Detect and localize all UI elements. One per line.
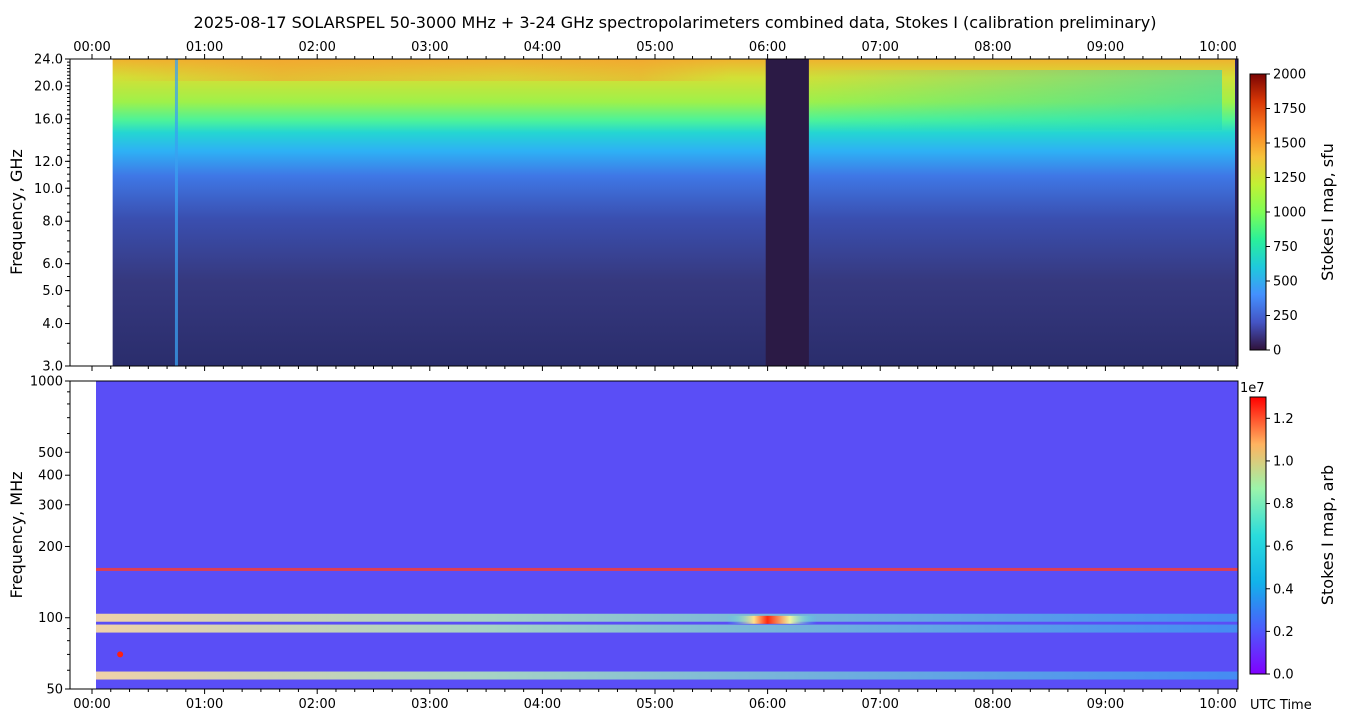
x-tick-label: 02:00 bbox=[298, 40, 335, 55]
colorbar-tick-label: 1.2 bbox=[1273, 412, 1294, 427]
top-narrow-stripe bbox=[174, 59, 178, 366]
top-edge-dropout bbox=[1235, 59, 1238, 366]
y-tick-label: 200 bbox=[38, 540, 63, 555]
bottom-colorbar-ticks: 0.0 0.2 0.4 0.6 0.8 1.0 1.2 bbox=[1266, 412, 1294, 683]
top-colorbar-ticks: 0 250 500 750 1000 1250 1500 1750 2000 bbox=[1266, 68, 1306, 359]
x-tick-label: 05:00 bbox=[636, 697, 673, 712]
x-tick-label: 03:00 bbox=[411, 40, 448, 55]
bottom-heatmap-bands bbox=[96, 567, 1238, 680]
figure-title: 2025-08-17 SOLARSPEL 50-3000 MHz + 3-24 … bbox=[194, 13, 1157, 32]
x-tick-label: 06:00 bbox=[749, 40, 786, 55]
interference-band bbox=[96, 567, 1238, 571]
colorbar-tick-label: 500 bbox=[1273, 275, 1298, 290]
colorbar-tick-label: 0.2 bbox=[1273, 625, 1294, 640]
bottom-heatmap-base bbox=[96, 381, 1238, 689]
colorbar-tick-label: 1000 bbox=[1273, 206, 1306, 221]
x-tick-label: 03:00 bbox=[411, 697, 448, 712]
top-colorbar-label: Stokes I map, sfu bbox=[1318, 143, 1337, 281]
x-tick-label: 00:00 bbox=[73, 40, 110, 55]
bottom-y-ticks: 50 100 200 300 400 500 1000 bbox=[30, 375, 70, 698]
x-tick-label: 07:00 bbox=[861, 697, 898, 712]
y-tick-label: 5.0 bbox=[42, 284, 63, 299]
top-heatmap-late-fade bbox=[792, 70, 1222, 130]
bright-band bbox=[96, 671, 1238, 680]
colorbar-tick-label: 1.0 bbox=[1273, 454, 1294, 469]
x-tick-label: 08:00 bbox=[974, 40, 1011, 55]
colorbar-tick-label: 1750 bbox=[1273, 102, 1306, 117]
colorbar-tick-label: 2000 bbox=[1273, 68, 1306, 83]
y-tick-label: 50 bbox=[46, 683, 63, 698]
top-y-ticks: 3.0 4.0 5.0 6.0 8.0 10.0 12.0 16.0 20.0 24.0 bbox=[34, 53, 70, 375]
colorbar-tick-label: 250 bbox=[1273, 309, 1298, 324]
colorbar-tick-label: 0.0 bbox=[1273, 668, 1294, 683]
colorbar-tick-label: 750 bbox=[1273, 240, 1298, 255]
y-tick-label: 4.0 bbox=[42, 317, 63, 332]
x-tick-label: 10:00 bbox=[1199, 40, 1236, 55]
bottom-colorbar-label: Stokes I map, arb bbox=[1318, 465, 1337, 605]
x-tick-label: 04:00 bbox=[524, 697, 561, 712]
y-tick-label: 16.0 bbox=[34, 112, 63, 127]
bright-band bbox=[96, 613, 1238, 622]
top-data-gap bbox=[765, 59, 809, 366]
y-tick-label: 20.0 bbox=[34, 79, 63, 94]
x-tick-label: 06:00 bbox=[749, 697, 786, 712]
y-tick-label: 500 bbox=[38, 446, 63, 461]
x-tick-label: 07:00 bbox=[861, 40, 898, 55]
y-tick-label: 24.0 bbox=[34, 53, 63, 68]
x-tick-label: 05:00 bbox=[636, 40, 673, 55]
top-colorbar-gradient bbox=[1249, 73, 1267, 351]
y-tick-label: 100 bbox=[38, 611, 63, 626]
bottom-colorbar: 0.0 0.2 0.4 0.6 0.8 1.0 1.2 1e7 Stokes I map, … bbox=[1240, 381, 1337, 683]
y-tick-label: 1000 bbox=[30, 375, 63, 390]
bottom-colorbar-exponent: 1e7 bbox=[1240, 381, 1265, 396]
bottom-panel: 00:00 01:00 02:00 03:00 04:00 05:00 06:00 07:00… bbox=[7, 375, 1312, 714]
x-tick-label: 09:00 bbox=[1087, 697, 1124, 712]
top-x-ticks-bottom bbox=[91, 366, 1238, 371]
colorbar-tick-label: 0.8 bbox=[1273, 497, 1294, 512]
x-tick-label: 08:00 bbox=[974, 697, 1011, 712]
y-tick-label: 8.0 bbox=[42, 215, 63, 230]
top-colorbar: 0 250 500 750 1000 1250 1500 1750 2000 Stokes I … bbox=[1249, 68, 1337, 359]
bottom-flare-spot bbox=[726, 615, 817, 624]
y-tick-label: 300 bbox=[38, 498, 63, 513]
top-panel: 00:00 01:00 02:00 03:00 04:00 05:00 06:00 07:00… bbox=[7, 40, 1239, 375]
x-axis-unit-label: UTC Time bbox=[1250, 698, 1312, 713]
x-tick-label: 01:00 bbox=[186, 40, 223, 55]
colorbar-tick-label: 0 bbox=[1273, 344, 1281, 359]
bottom-y-axis-label: Frequency, MHz bbox=[7, 471, 26, 598]
colorbar-tick-label: 1250 bbox=[1273, 171, 1306, 186]
bottom-x-ticks: 00:00 01:00 02:00 03:00 04:00 05:00 06:00 07:00… bbox=[73, 689, 1238, 712]
bottom-burst bbox=[117, 651, 124, 658]
x-tick-label: 04:00 bbox=[524, 40, 561, 55]
y-tick-label: 10.0 bbox=[34, 182, 63, 197]
top-y-axis-label: Frequency, GHz bbox=[7, 149, 26, 275]
bottom-plot-frame bbox=[69, 380, 1239, 690]
x-tick-label: 10:00 bbox=[1199, 697, 1236, 712]
colorbar-tick-label: 1500 bbox=[1273, 137, 1306, 152]
x-tick-label: 01:00 bbox=[186, 697, 223, 712]
colorbar-tick-label: 0.6 bbox=[1273, 540, 1294, 555]
colorbar-tick-label: 0.4 bbox=[1273, 582, 1294, 597]
x-tick-label: 09:00 bbox=[1087, 40, 1124, 55]
y-tick-label: 6.0 bbox=[42, 257, 63, 272]
bright-band bbox=[96, 624, 1238, 633]
y-tick-label: 400 bbox=[38, 469, 63, 484]
bottom-colorbar-gradient bbox=[1249, 396, 1267, 675]
y-tick-label: 12.0 bbox=[34, 155, 63, 170]
y-tick-label: 3.0 bbox=[42, 360, 63, 375]
x-tick-label: 00:00 bbox=[73, 697, 110, 712]
x-tick-label: 02:00 bbox=[298, 697, 335, 712]
top-x-ticks-top: 00:00 01:00 02:00 03:00 04:00 05:00 06:00 07:00… bbox=[73, 40, 1238, 59]
